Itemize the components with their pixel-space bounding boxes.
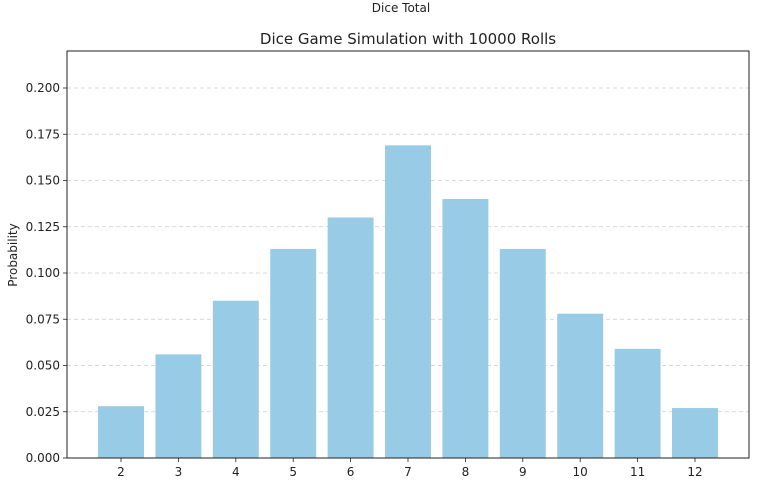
plot-frame bbox=[66, 50, 750, 459]
x-tick-label: 4 bbox=[232, 465, 240, 479]
bar-2 bbox=[98, 406, 144, 458]
y-tick-label: 0.025 bbox=[26, 405, 60, 419]
x-tick-label: 7 bbox=[404, 465, 412, 479]
x-tick-label: 12 bbox=[687, 465, 702, 479]
bar-12 bbox=[672, 408, 718, 458]
bar-7 bbox=[385, 145, 431, 458]
bars bbox=[98, 145, 718, 458]
y-tick-label: 0.100 bbox=[26, 266, 60, 280]
x-tick-label: 2 bbox=[117, 465, 125, 479]
x-tick-label: 9 bbox=[519, 465, 527, 479]
x-axis: 2 3 4 5 6 7 8 9 10 11 12 bbox=[117, 458, 703, 479]
x-tick-label: 11 bbox=[630, 465, 645, 479]
y-tick-label: 0.000 bbox=[26, 451, 60, 465]
bar-6 bbox=[327, 217, 374, 458]
y-tick-label: 0.175 bbox=[26, 127, 60, 141]
bar-4 bbox=[212, 300, 259, 458]
chart-title: Dice Game Simulation with 10000 Rolls bbox=[260, 30, 556, 48]
bar-11 bbox=[614, 348, 661, 458]
bar-10 bbox=[557, 313, 604, 458]
bar-9 bbox=[499, 248, 546, 458]
bar-5 bbox=[270, 248, 317, 458]
y-tick-label: 0.075 bbox=[26, 312, 60, 326]
y-axis: 0.000 0.025 0.050 0.075 0.100 0.125 0.150 0.175… bbox=[26, 81, 67, 465]
y-tick-label: 0.050 bbox=[26, 359, 60, 373]
y-tick-label: 0.125 bbox=[26, 220, 60, 234]
bar-3 bbox=[155, 354, 202, 458]
bar-8 bbox=[442, 199, 489, 458]
y-tick-label: 0.150 bbox=[26, 174, 60, 188]
x-tick-label: 5 bbox=[289, 465, 297, 479]
x-axis-label: Dice Total bbox=[372, 1, 430, 15]
y-axis-label: Probability bbox=[6, 223, 20, 286]
x-tick-label: 8 bbox=[462, 465, 470, 479]
x-tick-label: 10 bbox=[573, 465, 588, 479]
y-tick-label: 0.200 bbox=[26, 81, 60, 95]
x-tick-label: 6 bbox=[347, 465, 355, 479]
x-tick-label: 3 bbox=[175, 465, 183, 479]
